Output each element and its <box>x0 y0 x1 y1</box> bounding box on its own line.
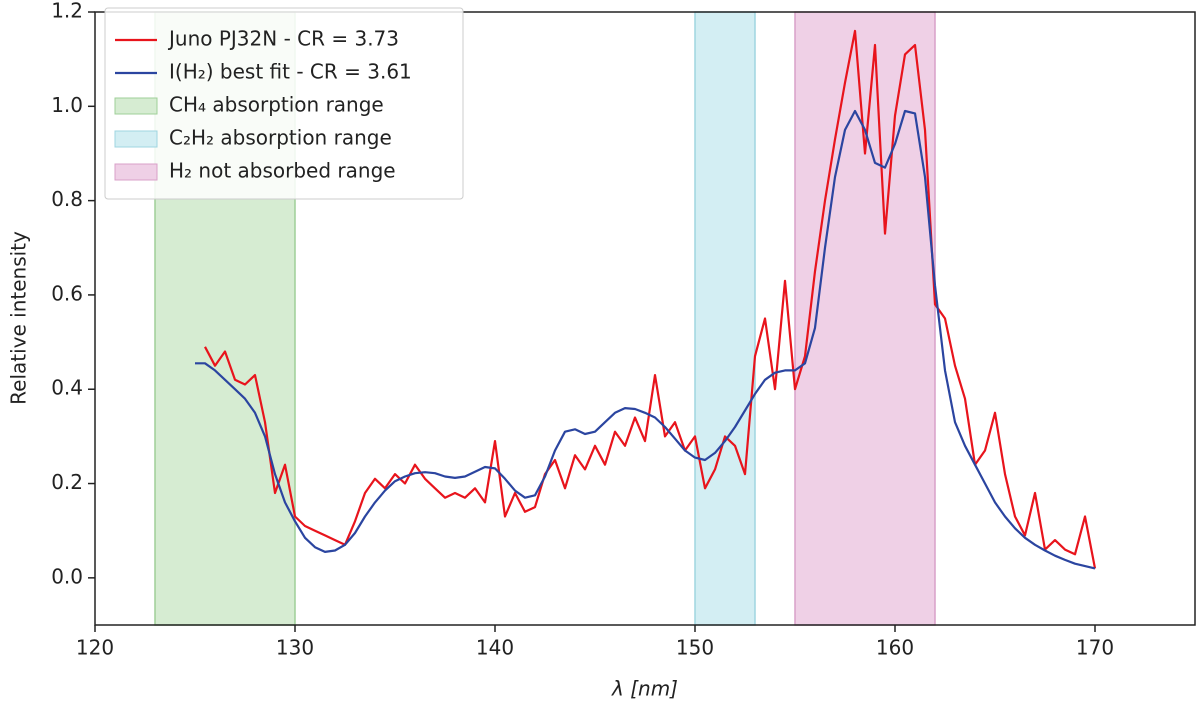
legend-label: C₂H₂ absorption range <box>169 126 392 150</box>
plot-frame <box>94 11 1196 626</box>
legend-label: I(H₂) best fit - CR = 3.61 <box>169 60 412 84</box>
y-tick-label: 0.0 <box>51 564 83 588</box>
legend-label: H₂ not absorbed range <box>169 159 396 183</box>
y-tick-label: 0.4 <box>51 376 83 400</box>
legend-label: Juno PJ32N - CR = 3.73 <box>167 27 399 51</box>
legend-label: CH₄ absorption range <box>169 93 384 117</box>
legend-swatch <box>114 97 158 115</box>
x-axis-label: λ [nm] <box>611 677 678 701</box>
y-tick-label: 1.2 <box>51 0 83 23</box>
x-tick-label: 170 <box>1076 636 1114 660</box>
y-tick-label: 0.8 <box>51 187 83 211</box>
line-series <box>195 109 1096 570</box>
x-tick-label: 160 <box>876 636 914 660</box>
legend-swatch <box>114 163 158 181</box>
y-axis-label: Relative intensity <box>7 231 31 405</box>
x-tick-label: 150 <box>676 636 714 660</box>
x-tick-label: 120 <box>76 636 114 660</box>
line-series <box>204 29 1097 569</box>
y-tick-label: 0.6 <box>51 281 83 305</box>
x-tick-label: 130 <box>276 636 314 660</box>
band <box>794 11 936 626</box>
y-tick-label: 1.0 <box>51 93 83 117</box>
legend-swatch <box>114 130 158 148</box>
legend-box <box>104 7 464 200</box>
y-tick-label: 0.2 <box>51 470 83 494</box>
x-tick-label: 140 <box>476 636 514 660</box>
band <box>694 11 756 626</box>
